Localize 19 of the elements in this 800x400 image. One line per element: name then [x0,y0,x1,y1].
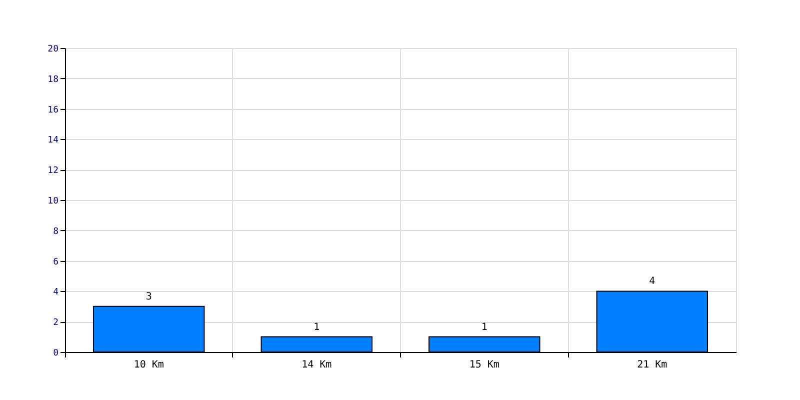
y-tick-label: 14 [48,136,58,146]
data-label: 1 [481,322,488,333]
data-label: 1 [314,322,320,333]
y-tick-label: 20 [48,44,58,54]
y-tick-label: 18 [48,74,58,85]
data-label: 3 [146,291,152,302]
x-tick-label: 10 Km [134,360,164,370]
y-tick-label: 2 [53,318,58,328]
y-tick-label: 12 [48,166,58,176]
x-tick-label: 15 Km [469,360,500,370]
y-tick-label: 0 [53,348,58,358]
y-tick-label: 6 [53,257,58,268]
x-tick-label: 14 Km [302,360,332,370]
y-tick-label: 4 [53,288,58,298]
y-tick-label: 16 [48,105,58,116]
y-tick-label: 10 [48,196,58,206]
data-label: 4 [649,276,656,288]
x-tick-label: 21 Km [637,360,668,370]
y-tick-label: 8 [53,226,58,237]
